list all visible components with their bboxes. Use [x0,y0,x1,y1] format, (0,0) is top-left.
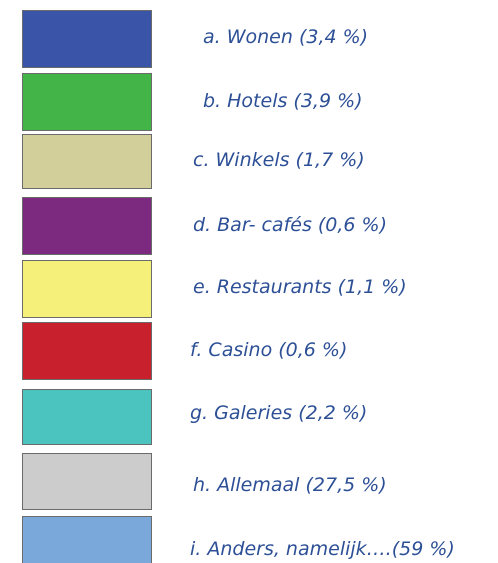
color-swatch [22,134,152,189]
legend-label: b. Hotels (3,9 %) [203,90,363,112]
legend-label: f. Casino (0,6 %) [190,339,348,361]
color-swatch [22,197,152,255]
legend-label: h. Allemaal (27,5 %) [193,474,387,496]
color-swatch [22,453,152,510]
legend-label: c. Winkels (1,7 %) [193,149,365,171]
legend-label: e. Restaurants (1,1 %) [193,276,407,298]
legend-label: i. Anders, namelijk….(59 %) [190,538,455,560]
legend-label: a. Wonen (3,4 %) [203,26,369,48]
color-swatch [22,322,152,380]
legend-label: g. Galeries (2,2 %) [190,402,368,424]
color-swatch [22,516,152,563]
color-swatch [22,73,152,131]
color-swatch [22,10,152,68]
color-swatch [22,389,152,445]
color-swatch [22,260,152,318]
legend-label: d. Bar- cafés (0,6 %) [193,214,388,236]
